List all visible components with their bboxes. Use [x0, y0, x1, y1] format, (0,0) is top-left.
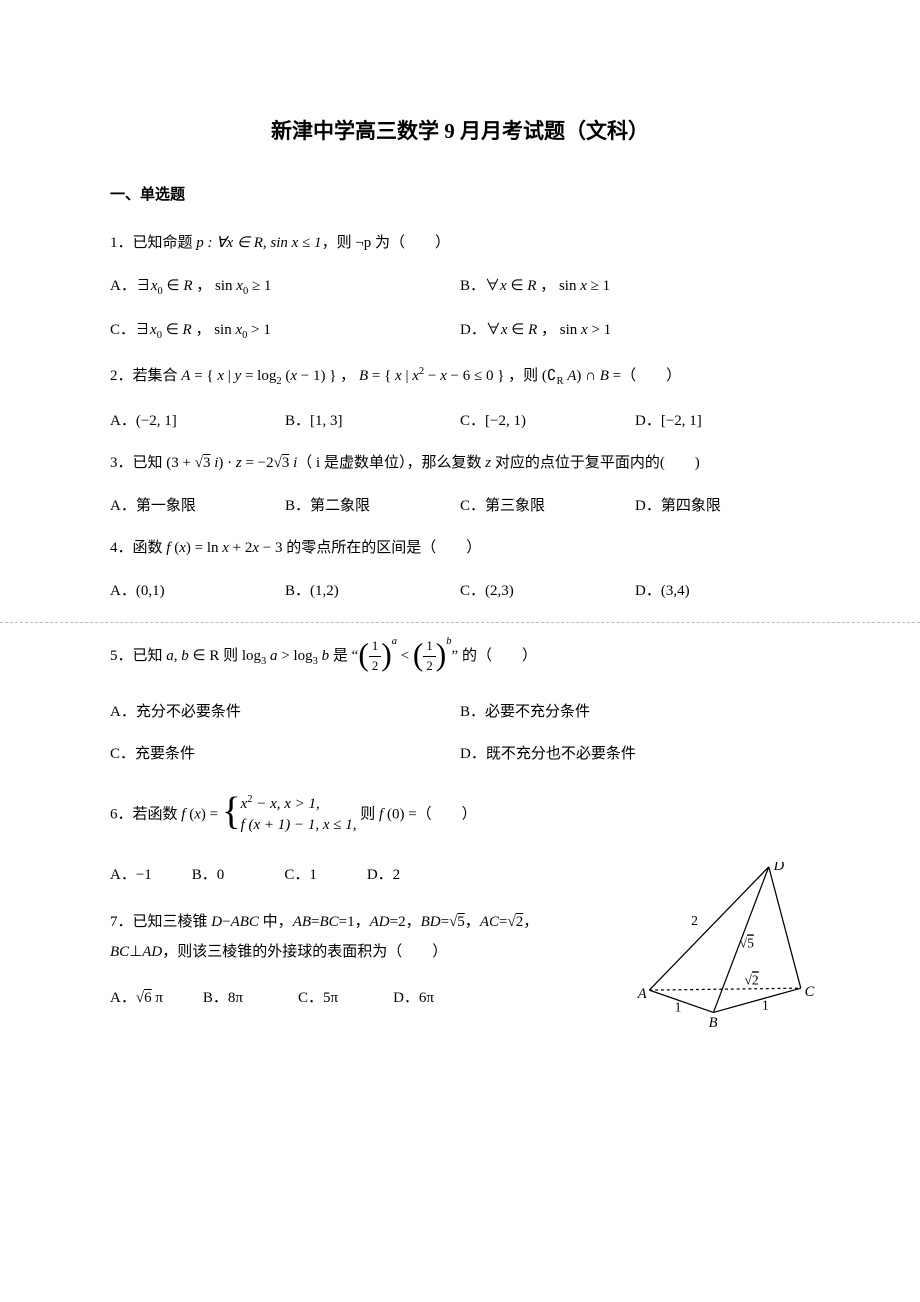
q3-opt-d: D．第四象限 [635, 495, 810, 518]
q1-opt-b: B．∀x ∈ R ， sin x ≥ 1 [460, 275, 810, 300]
q1-math: p : ∀x ∈ R, sin x ≤ 1 [196, 235, 321, 251]
q6-opt-d: D．2 [367, 864, 400, 887]
fig-label-a: A [637, 986, 647, 1002]
q5-opt-b: B．必要不充分条件 [460, 701, 810, 724]
q3-stem: 3．已知 (3 + √3 i) · z = −2√3 i（ i 是虚数单位），那… [110, 452, 810, 475]
q3-row: A．第一象限 B．第二象限 C．第三象限 D．第四象限 [110, 495, 810, 518]
q3-opt-b: B．第二象限 [285, 495, 460, 518]
fig-label-c: C [805, 984, 815, 1000]
q6-opt-a: A．−1 [110, 864, 152, 887]
q4-row: A．(0,1) B．(1,2) C．(2,3) D．(3,4) [110, 580, 810, 603]
q4-opt-d: D．(3,4) [635, 580, 810, 603]
q5-opt-d: D．既不充分也不必要条件 [460, 743, 810, 766]
q1-opt-d: D．∀x ∈ R ， sin x > 1 [460, 319, 810, 344]
tetrahedron-figure: D A B C 2 1 1 √5 √2 [635, 862, 820, 1027]
q7-row: A．√6 π B．8π C．5π D．6π [110, 987, 630, 1010]
fig-label-sqrt5: √5 [740, 935, 754, 950]
question-3: 3．已知 (3 + √3 i) · z = −2√3 i（ i 是虚数单位），那… [110, 452, 810, 517]
q2-opt-c: C．[−2, 1) [460, 410, 635, 433]
fig-label-2: 2 [691, 913, 698, 928]
q6-stem: 6．若函数 f (x) = {x2 − x, x > 1,f (x + 1) −… [110, 786, 810, 845]
question-1: 1．已知命题 p : ∀x ∈ R, sin x ≤ 1，则 ¬p 为（ ） A… [110, 232, 810, 344]
fig-label-d: D [773, 862, 785, 874]
q4-stem: 4．函数 f (x) = ln x + 2x − 3 的零点所在的区间是（ ） [110, 537, 810, 560]
question-4: 4．函数 f (x) = ln x + 2x − 3 的零点所在的区间是（ ） … [110, 537, 810, 602]
q1-opt-c: C．∃x0 ∈ R ， sin x0 > 1 [110, 319, 460, 344]
question-2: 2．若集合 A = { x | y = log2 (x − 1) } ， B =… [110, 364, 810, 432]
q7-opt-c: C．5π [298, 987, 338, 1010]
q1-row2: C．∃x0 ∈ R ， sin x0 > 1 D．∀x ∈ R ， sin x … [110, 319, 810, 344]
q4-opt-c: C．(2,3) [460, 580, 635, 603]
q5-exp-b: b [446, 636, 451, 647]
q5-frac-den-2: 2 [423, 657, 435, 676]
q1-stem-pre: 1．已知命题 [110, 235, 196, 251]
q7-opt-b: B．8π [203, 987, 243, 1010]
section-heading: 一、单选题 [110, 183, 810, 204]
question-5: 5．已知 a, b ∈ R 则 log3 a > log3 b 是 “(12)a… [110, 633, 810, 765]
q7-opt-a: A．√6 π [110, 987, 163, 1010]
q2-opt-b: B．[1, 3] [285, 410, 460, 433]
separator-line [0, 622, 920, 623]
q4-opt-b: B．(1,2) [285, 580, 460, 603]
q1-stem-post: ，则 ¬p 为（ ） [322, 235, 450, 251]
q5-row1: A．充分不必要条件 B．必要不充分条件 [110, 701, 810, 724]
q2-stem: 2．若集合 A = { x | y = log2 (x − 1) } ， B =… [110, 364, 810, 390]
q5-exp-a: a [392, 636, 397, 647]
q5-stem-post: ” 的（ ） [452, 648, 537, 664]
q1-row1: A．∃x0 ∈ R ， sin x0 ≥ 1 B．∀x ∈ R ， sin x … [110, 275, 810, 300]
q4-opt-a: A．(0,1) [110, 580, 285, 603]
q6-opt-c: C．1 [284, 864, 317, 887]
q2-opt-a: A．(−2, 1] [110, 410, 285, 433]
q7-stem: 7．已知三棱锥 D−ABC 中，AB=BC=1，AD=2，BD=√5，AC=√2… [110, 907, 630, 967]
q5-opt-c: C．充要条件 [110, 743, 460, 766]
q2-opt-d: D．[−2, 1] [635, 410, 810, 433]
q1-stem: 1．已知命题 p : ∀x ∈ R, sin x ≤ 1，则 ¬p 为（ ） [110, 232, 810, 255]
q7-opt-d: D．6π [393, 987, 434, 1010]
q3-opt-a: A．第一象限 [110, 495, 285, 518]
q5-row2: C．充要条件 D．既不充分也不必要条件 [110, 743, 810, 766]
q5-frac-den-1: 2 [369, 657, 381, 676]
q6-piece2: f (x + 1) − 1, x ≤ 1, [241, 815, 357, 836]
q2-row: A．(−2, 1] B．[1, 3] C．[−2, 1) D．[−2, 1] [110, 410, 810, 433]
q6-opt-b: B．0 [192, 864, 225, 887]
fig-label-1r: 1 [762, 998, 769, 1013]
fig-label-b: B [709, 1015, 718, 1027]
q6-piece1: x2 − x, x > 1, [241, 793, 357, 815]
q1-opt-a: A．∃x0 ∈ R ， sin x0 ≥ 1 [110, 275, 460, 300]
q5-stem: 5．已知 a, b ∈ R 则 log3 a > log3 b 是 “(12)a… [110, 633, 810, 680]
q5-opt-a: A．充分不必要条件 [110, 701, 460, 724]
fig-label-1l: 1 [675, 999, 682, 1014]
q5-frac-num-1: 1 [369, 637, 381, 657]
q5-frac-num-2: 1 [423, 637, 435, 657]
q3-opt-c: C．第三象限 [460, 495, 635, 518]
page-title: 新津中学高三数学 9 月月考试题（文科） [110, 115, 810, 145]
fig-label-sqrt2: √2 [744, 972, 758, 987]
